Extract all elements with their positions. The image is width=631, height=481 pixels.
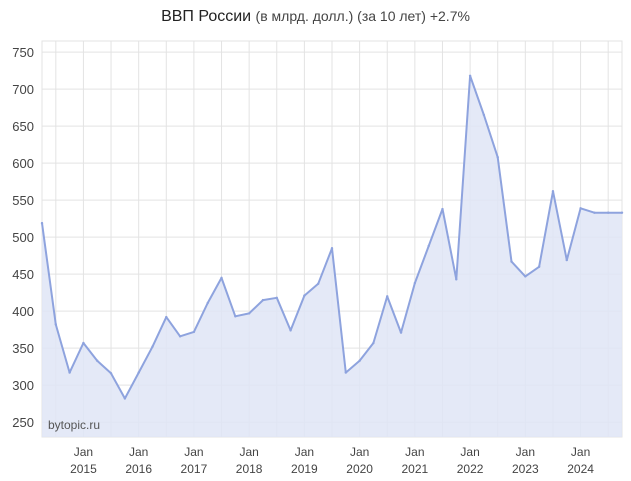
data-point	[579, 207, 582, 210]
x-tick-month: Jan	[184, 445, 203, 459]
x-tick-year: 2024	[567, 462, 594, 476]
y-tick-label: 700	[12, 82, 34, 97]
data-point	[427, 244, 430, 248]
title-subtitle: (в млрд. долл.) (за 10 лет) +2.7%	[255, 8, 470, 24]
data-point	[330, 247, 334, 250]
data-point	[165, 315, 168, 319]
data-point	[510, 260, 513, 263]
data-point	[372, 341, 375, 345]
y-tick-label: 650	[12, 119, 34, 134]
y-tick-label: 600	[12, 156, 34, 171]
data-point	[593, 211, 596, 214]
y-tick-label: 350	[12, 341, 34, 356]
data-point	[82, 341, 85, 345]
y-tick-label: 450	[12, 267, 34, 282]
data-point	[496, 156, 499, 159]
data-point	[303, 294, 306, 297]
x-tick-month: Jan	[516, 445, 535, 459]
chart-title: ВВП России (в млрд. долл.) (за 10 лет) +…	[0, 8, 631, 26]
y-tick-label: 550	[12, 193, 34, 208]
data-point	[289, 329, 292, 332]
data-point	[178, 335, 182, 338]
watermark: bytopic.ru	[48, 418, 100, 432]
data-point	[151, 345, 154, 348]
data-point	[399, 331, 403, 334]
data-point	[40, 221, 44, 225]
data-point	[68, 371, 71, 374]
x-tick-year: 2015	[70, 462, 97, 476]
data-point	[482, 113, 486, 117]
data-point	[537, 265, 541, 268]
data-point	[96, 359, 99, 362]
data-point	[524, 275, 527, 278]
x-axis-ticks: Jan 2015 Jan 2016 Jan 2017 Jan 2018 Jan 2019 Jan 20…	[70, 445, 594, 476]
x-tick-year: 2019	[291, 462, 318, 476]
y-axis-ticks: 250 300 350 400 450 500 550 600 650 700 750	[12, 45, 34, 430]
data-point	[54, 323, 58, 326]
data-point	[275, 296, 278, 300]
data-point	[565, 258, 568, 262]
title-main: ВВП России	[161, 8, 252, 25]
x-tick-month: Jan	[350, 445, 369, 459]
data-point	[468, 74, 472, 77]
y-tick-label: 250	[12, 415, 34, 430]
x-tick-year: 2020	[346, 462, 373, 476]
data-point	[551, 190, 555, 193]
x-tick-month: Jan	[460, 445, 479, 459]
data-point	[606, 211, 610, 214]
x-tick-month: Jan	[405, 445, 424, 459]
data-point	[620, 211, 624, 214]
x-tick-year: 2023	[512, 462, 539, 476]
data-point	[206, 301, 209, 305]
data-point	[344, 371, 348, 374]
x-tick-month: Jan	[74, 445, 93, 459]
x-tick-year: 2021	[402, 462, 429, 476]
x-tick-year: 2018	[236, 462, 263, 476]
x-tick-month: Jan	[239, 445, 258, 459]
y-tick-label: 400	[12, 304, 34, 319]
data-point	[247, 312, 251, 315]
data-point	[123, 397, 127, 400]
x-tick-year: 2022	[457, 462, 484, 476]
x-tick-month: Jan	[129, 445, 148, 459]
data-point	[109, 372, 113, 375]
data-point	[234, 315, 237, 318]
x-tick-month: Jan	[295, 445, 314, 459]
y-tick-label: 300	[12, 378, 34, 393]
y-tick-label: 750	[12, 45, 34, 60]
y-tick-label: 500	[12, 230, 34, 245]
data-point	[413, 281, 417, 285]
data-point	[220, 276, 223, 280]
x-tick-year: 2017	[181, 462, 208, 476]
data-point	[192, 330, 196, 334]
data-point	[386, 295, 389, 298]
data-point	[441, 207, 444, 211]
x-tick-year: 2016	[125, 462, 152, 476]
data-point	[455, 278, 458, 281]
data-point	[358, 359, 361, 362]
data-point	[261, 298, 265, 302]
data-point	[137, 371, 140, 374]
x-tick-month: Jan	[571, 445, 590, 459]
data-point	[316, 282, 320, 285]
